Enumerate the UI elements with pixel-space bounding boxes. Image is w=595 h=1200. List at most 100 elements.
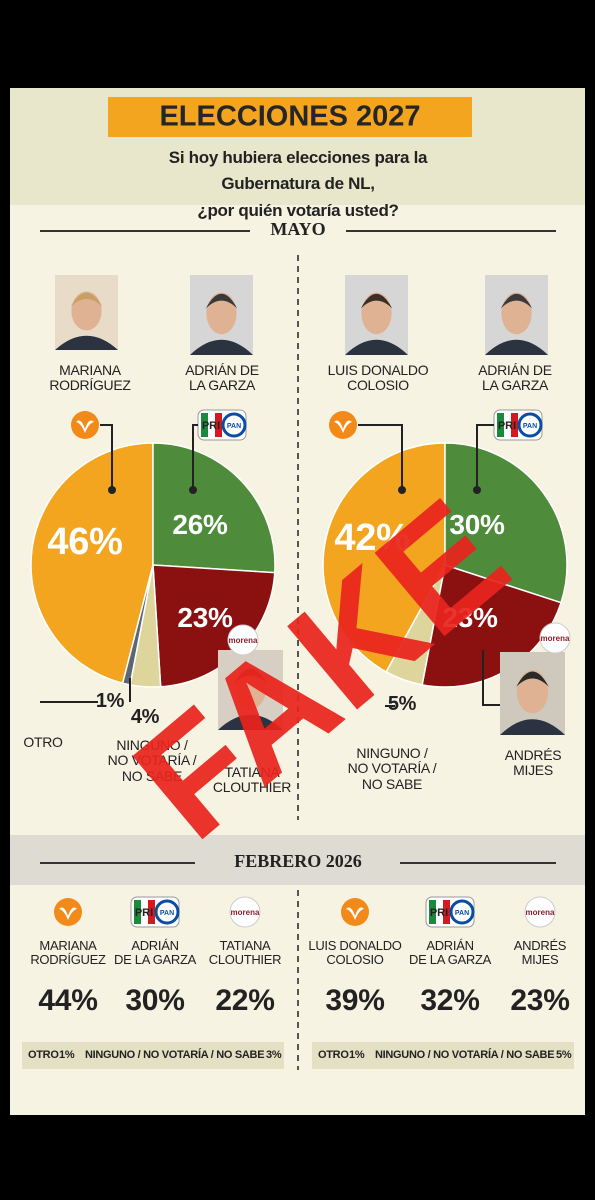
photo-face	[516, 670, 549, 714]
mc-logo	[329, 411, 357, 439]
footer-label: NINGUNO / NO VOTARÍA / NO SABE	[85, 1049, 265, 1061]
category-label: ADRIÁN DE LA GARZA	[185, 362, 259, 394]
photo-hair	[516, 671, 549, 687]
category-label: ANDRÉS MIJES	[504, 747, 562, 779]
photo-hair	[234, 668, 267, 684]
footer-box	[22, 1042, 284, 1069]
category-label: NINGUNO / NO VOTARÍA / NO SABE	[107, 737, 197, 784]
morena-text: morena	[229, 636, 258, 645]
photo-face	[71, 291, 102, 331]
pri-green	[497, 413, 504, 437]
morena-text: morena	[526, 908, 555, 917]
leader-line	[192, 424, 198, 490]
value-label: 4%	[130, 706, 160, 728]
value-label: 26%	[172, 509, 228, 540]
feb-title: FEBRERO 2026	[234, 851, 362, 871]
photo-face	[234, 667, 267, 710]
value-label: 23%	[177, 602, 233, 633]
pan-text: PAN	[227, 423, 241, 430]
subtitle: Si hoy hubiera elecciones para la Gubern…	[168, 148, 428, 220]
value-label: 42%	[334, 517, 410, 559]
leader-dot	[473, 486, 481, 494]
mc-bird	[76, 420, 94, 433]
footer-value: 5%	[556, 1049, 572, 1061]
category-label: TATIANA CLOUTHIER	[212, 764, 292, 796]
pri-text: PRI	[498, 420, 516, 432]
value-label: 1%	[95, 690, 125, 712]
morena-text: morena	[541, 634, 570, 643]
candidate-name: ADRIÁN DE LA GARZA	[114, 938, 196, 968]
morena-logo	[524, 896, 556, 928]
category-label: NINGUNO / NO VOTARÍA / NO SABE	[347, 745, 437, 792]
value-label: 30%	[449, 509, 505, 540]
candidate-value: 23%	[510, 984, 570, 1017]
category-label: OTRO	[23, 734, 63, 750]
photo-hair	[360, 293, 393, 309]
photo-body	[485, 339, 548, 355]
value-label: 5%	[387, 693, 417, 715]
title-box	[108, 97, 472, 137]
mc-bird	[334, 420, 352, 433]
pan-circle	[221, 412, 247, 438]
leader-line	[482, 650, 500, 706]
category-label: ADRIÁN DE LA GARZA	[478, 362, 552, 394]
photo-hair	[500, 293, 533, 309]
morena-logo	[539, 622, 571, 654]
footer-label: OTRO	[318, 1049, 349, 1061]
category-label: LUIS DONALDO COLOSIO	[327, 362, 429, 394]
footer-value: 1%	[349, 1049, 365, 1061]
section-title: MAYO	[270, 219, 325, 239]
category-label: MARIANA RODRÍGUEZ	[49, 362, 131, 394]
pie-slice	[152, 442, 276, 574]
pri-green	[201, 413, 208, 437]
photo-hair	[205, 293, 238, 309]
photo-body	[190, 339, 253, 355]
candidate-name: ADRIÁN DE LA GARZA	[409, 938, 491, 968]
morena-logo	[229, 896, 261, 928]
mc-logo	[341, 898, 369, 926]
title: ELECCIONES 2027	[159, 101, 420, 133]
footer-value: 3%	[266, 1049, 282, 1061]
pri-green	[429, 900, 436, 924]
pan-text: PAN	[160, 910, 174, 917]
pie-slice	[30, 442, 154, 685]
candidate-name: ANDRÉS MIJES	[513, 938, 567, 968]
pan-circle	[517, 412, 543, 438]
candidate-name: TATIANA CLOUTHIER	[208, 938, 282, 968]
pie-slice	[322, 442, 446, 673]
pan-text: PAN	[455, 910, 469, 917]
candidate-value: 39%	[325, 984, 385, 1017]
photo-body	[218, 714, 283, 730]
morena-text: morena	[231, 908, 260, 917]
value-label: 23%	[442, 602, 498, 633]
footer-label: OTRO	[28, 1049, 59, 1061]
candidate-value: 44%	[38, 984, 98, 1017]
pan-circle	[449, 899, 475, 925]
photo-body	[55, 335, 118, 350]
leader-line	[476, 424, 494, 490]
photo-face	[206, 292, 237, 335]
leader-line	[358, 424, 403, 490]
candidate-value: 22%	[215, 984, 275, 1017]
pri-red	[443, 900, 450, 924]
footer-label: NINGUNO / NO VOTARÍA / NO SABE	[375, 1049, 555, 1061]
pri-red	[215, 413, 222, 437]
pri-text: PRI	[202, 420, 220, 432]
pan-circle	[154, 899, 180, 925]
mc-logo	[54, 898, 82, 926]
candidate-name: LUIS DONALDO COLOSIO	[308, 938, 402, 968]
pri-green	[134, 900, 141, 924]
leader-dot	[398, 486, 406, 494]
footer-box	[312, 1042, 574, 1069]
photo-face	[361, 292, 392, 335]
pie-slice	[385, 564, 446, 686]
photo-body	[345, 339, 408, 355]
candidate-value: 30%	[125, 984, 185, 1017]
mc-bird	[59, 907, 77, 920]
footer-value: 1%	[59, 1049, 75, 1061]
pri-text: PRI	[430, 907, 448, 919]
leader-dot	[189, 486, 197, 494]
pri-red	[511, 413, 518, 437]
